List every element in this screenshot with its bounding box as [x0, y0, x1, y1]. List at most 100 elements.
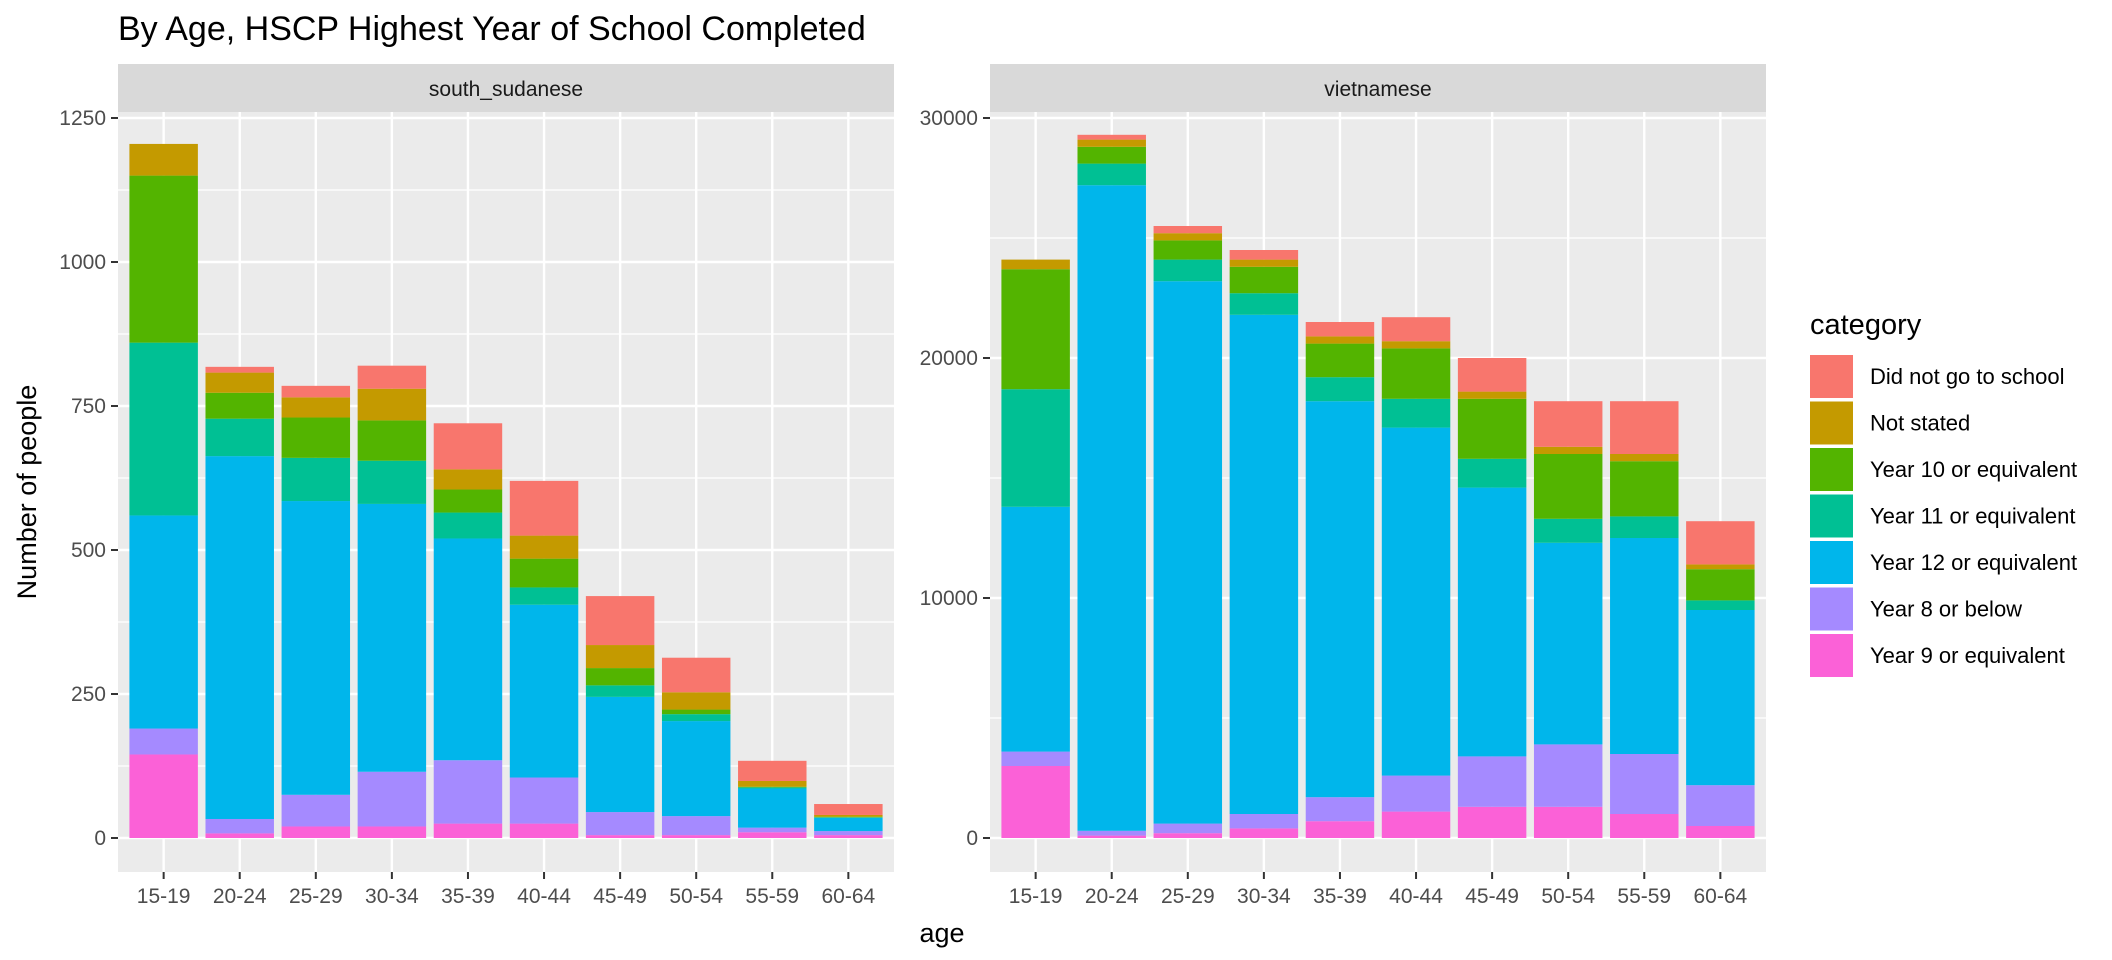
bar-segment-year-10-or-equivalent [1381, 348, 1451, 399]
bar-segment-year-9-or-equivalent [509, 823, 579, 838]
bar-segment-year-9-or-equivalent [1381, 811, 1451, 838]
x-tick-label: 20-24 [213, 885, 267, 908]
bar-stack-35-39 [433, 423, 503, 838]
bar-segment-year-8-or-below [1001, 751, 1070, 766]
bar-segment-year-8-or-below [433, 760, 503, 824]
bar-segment-year-12-or-equivalent [281, 501, 351, 795]
bar-segment-year-11-or-equivalent [1381, 398, 1451, 428]
bar-stack-55-59 [1610, 401, 1679, 838]
legend: category Did not go to school Not stated Y… [1810, 309, 2077, 677]
x-tick-label: 50-54 [1541, 885, 1595, 908]
bar-segment-year-8-or-below [281, 794, 351, 827]
chart-title: By Age, HSCP Highest Year of School Comp… [118, 10, 866, 48]
bar-segment-year-12-or-equivalent [1533, 542, 1603, 745]
bar-segment-year-11-or-equivalent [1610, 516, 1679, 538]
bar-segment-did-not-go-to-school [1610, 401, 1679, 454]
x-tick-label: 45-49 [593, 885, 647, 908]
x-tick-label: 60-64 [821, 885, 875, 908]
bar-segment-year-11-or-equivalent [433, 512, 503, 539]
x-tick-label: 20-24 [1085, 885, 1139, 908]
bar-segment-year-8-or-below [1457, 756, 1527, 807]
bar-segment-year-11-or-equivalent [585, 685, 655, 697]
y-tick-label: 0 [966, 827, 978, 850]
bar-segment-year-11-or-equivalent [1533, 518, 1603, 543]
bar-segment-year-10-or-equivalent [1229, 266, 1299, 294]
bar-segment-year-11-or-equivalent [205, 418, 274, 457]
y-tick-label: 10000 [920, 587, 978, 610]
bar-segment-year-8-or-below [1533, 744, 1603, 807]
bar-segment-year-10-or-equivalent [129, 175, 198, 343]
bar-segment-year-8-or-below [205, 818, 274, 834]
bar-segment-year-9-or-equivalent [1610, 814, 1679, 838]
bar-segment-year-9-or-equivalent [281, 826, 351, 838]
bar-segment-year-10-or-equivalent [1610, 461, 1679, 517]
bar-segment-year-12-or-equivalent [585, 696, 655, 813]
bar-segment-year-12-or-equivalent [1381, 427, 1451, 776]
bar-segment-year-11-or-equivalent [1153, 259, 1223, 282]
bar-segment-year-8-or-below [585, 812, 655, 836]
bar-segment-year-8-or-below [1077, 830, 1146, 836]
bar-stack-15-19 [1001, 259, 1070, 838]
bar-stack-45-49 [585, 596, 655, 838]
bar-segment-not-stated [1457, 391, 1527, 399]
bar-segment-year-10-or-equivalent [585, 668, 655, 686]
bar-segment-year-8-or-below [357, 771, 427, 827]
bar-segment-year-9-or-equivalent [433, 823, 503, 838]
legend-swatch [1810, 494, 1853, 538]
bar-segment-not-stated [1229, 259, 1299, 267]
x-axis-title: age [919, 918, 964, 948]
bar-segment-did-not-go-to-school [357, 365, 427, 389]
bar-segment-not-stated [1305, 336, 1375, 344]
bar-segment-year-8-or-below [1229, 814, 1299, 829]
bar-segment-year-10-or-equivalent [1686, 569, 1755, 601]
x-tick-label: 15-19 [137, 885, 191, 908]
bar-segment-year-10-or-equivalent [1305, 343, 1375, 378]
bar-stack-30-34 [357, 365, 427, 838]
bar-segment-not-stated [1001, 259, 1070, 270]
bar-segment-year-12-or-equivalent [1229, 314, 1299, 814]
bar-segment-year-10-or-equivalent [357, 420, 427, 461]
bar-segment-year-10-or-equivalent [661, 709, 731, 715]
bar-segment-year-10-or-equivalent [509, 558, 579, 588]
bar-segment-year-11-or-equivalent [357, 460, 427, 504]
bar-segment-not-stated [357, 388, 427, 421]
bar-segment-year-12-or-equivalent [661, 721, 731, 817]
bar-segment-did-not-go-to-school [661, 657, 731, 693]
bar-segment-did-not-go-to-school [585, 596, 655, 646]
bar-segment-year-12-or-equivalent [1001, 506, 1070, 752]
bar-segment-year-9-or-equivalent [814, 835, 883, 838]
bar-segment-not-stated [509, 535, 579, 559]
bar-segment-year-8-or-below [1381, 775, 1451, 812]
bar-segment-did-not-go-to-school [1305, 322, 1375, 337]
bar-segment-not-stated [661, 692, 731, 710]
bar-stack-30-34 [1229, 250, 1299, 838]
x-tick-label: 30-34 [1237, 885, 1291, 908]
bar-segment-year-10-or-equivalent [1077, 146, 1146, 164]
bar-segment-year-12-or-equivalent [205, 456, 274, 819]
bar-segment-year-11-or-equivalent [1077, 163, 1146, 186]
y-tick-label: 500 [71, 539, 106, 562]
bar-stack-20-24 [1077, 134, 1146, 838]
bar-stack-50-54 [661, 657, 731, 838]
bar-segment-year-8-or-below [814, 831, 883, 836]
bar-segment-year-8-or-below [1153, 823, 1223, 834]
x-tick-label: 15-19 [1009, 885, 1063, 908]
bar-segment-not-stated [1533, 446, 1603, 454]
bar-segment-did-not-go-to-school [1153, 226, 1223, 234]
legend-swatch [1810, 634, 1853, 677]
bar-segment-not-stated [585, 645, 655, 669]
strip-label: south_sudanese [429, 78, 583, 101]
bar-segment-year-10-or-equivalent [433, 489, 503, 513]
y-axis-title: Number of people [12, 385, 42, 600]
bar-segment-did-not-go-to-school [1533, 401, 1603, 447]
bar-segment-year-12-or-equivalent [1153, 281, 1223, 824]
bar-segment-year-8-or-below [661, 816, 731, 836]
legend-label: Did not go to school [1870, 364, 2064, 389]
bar-segment-did-not-go-to-school [1686, 521, 1755, 565]
bar-segment-year-11-or-equivalent [1305, 377, 1375, 402]
x-tick-label: 25-29 [289, 885, 343, 908]
bar-segment-year-12-or-equivalent [357, 503, 427, 772]
bar-segment-not-stated [814, 814, 883, 817]
bar-stack-60-64 [1686, 521, 1755, 838]
